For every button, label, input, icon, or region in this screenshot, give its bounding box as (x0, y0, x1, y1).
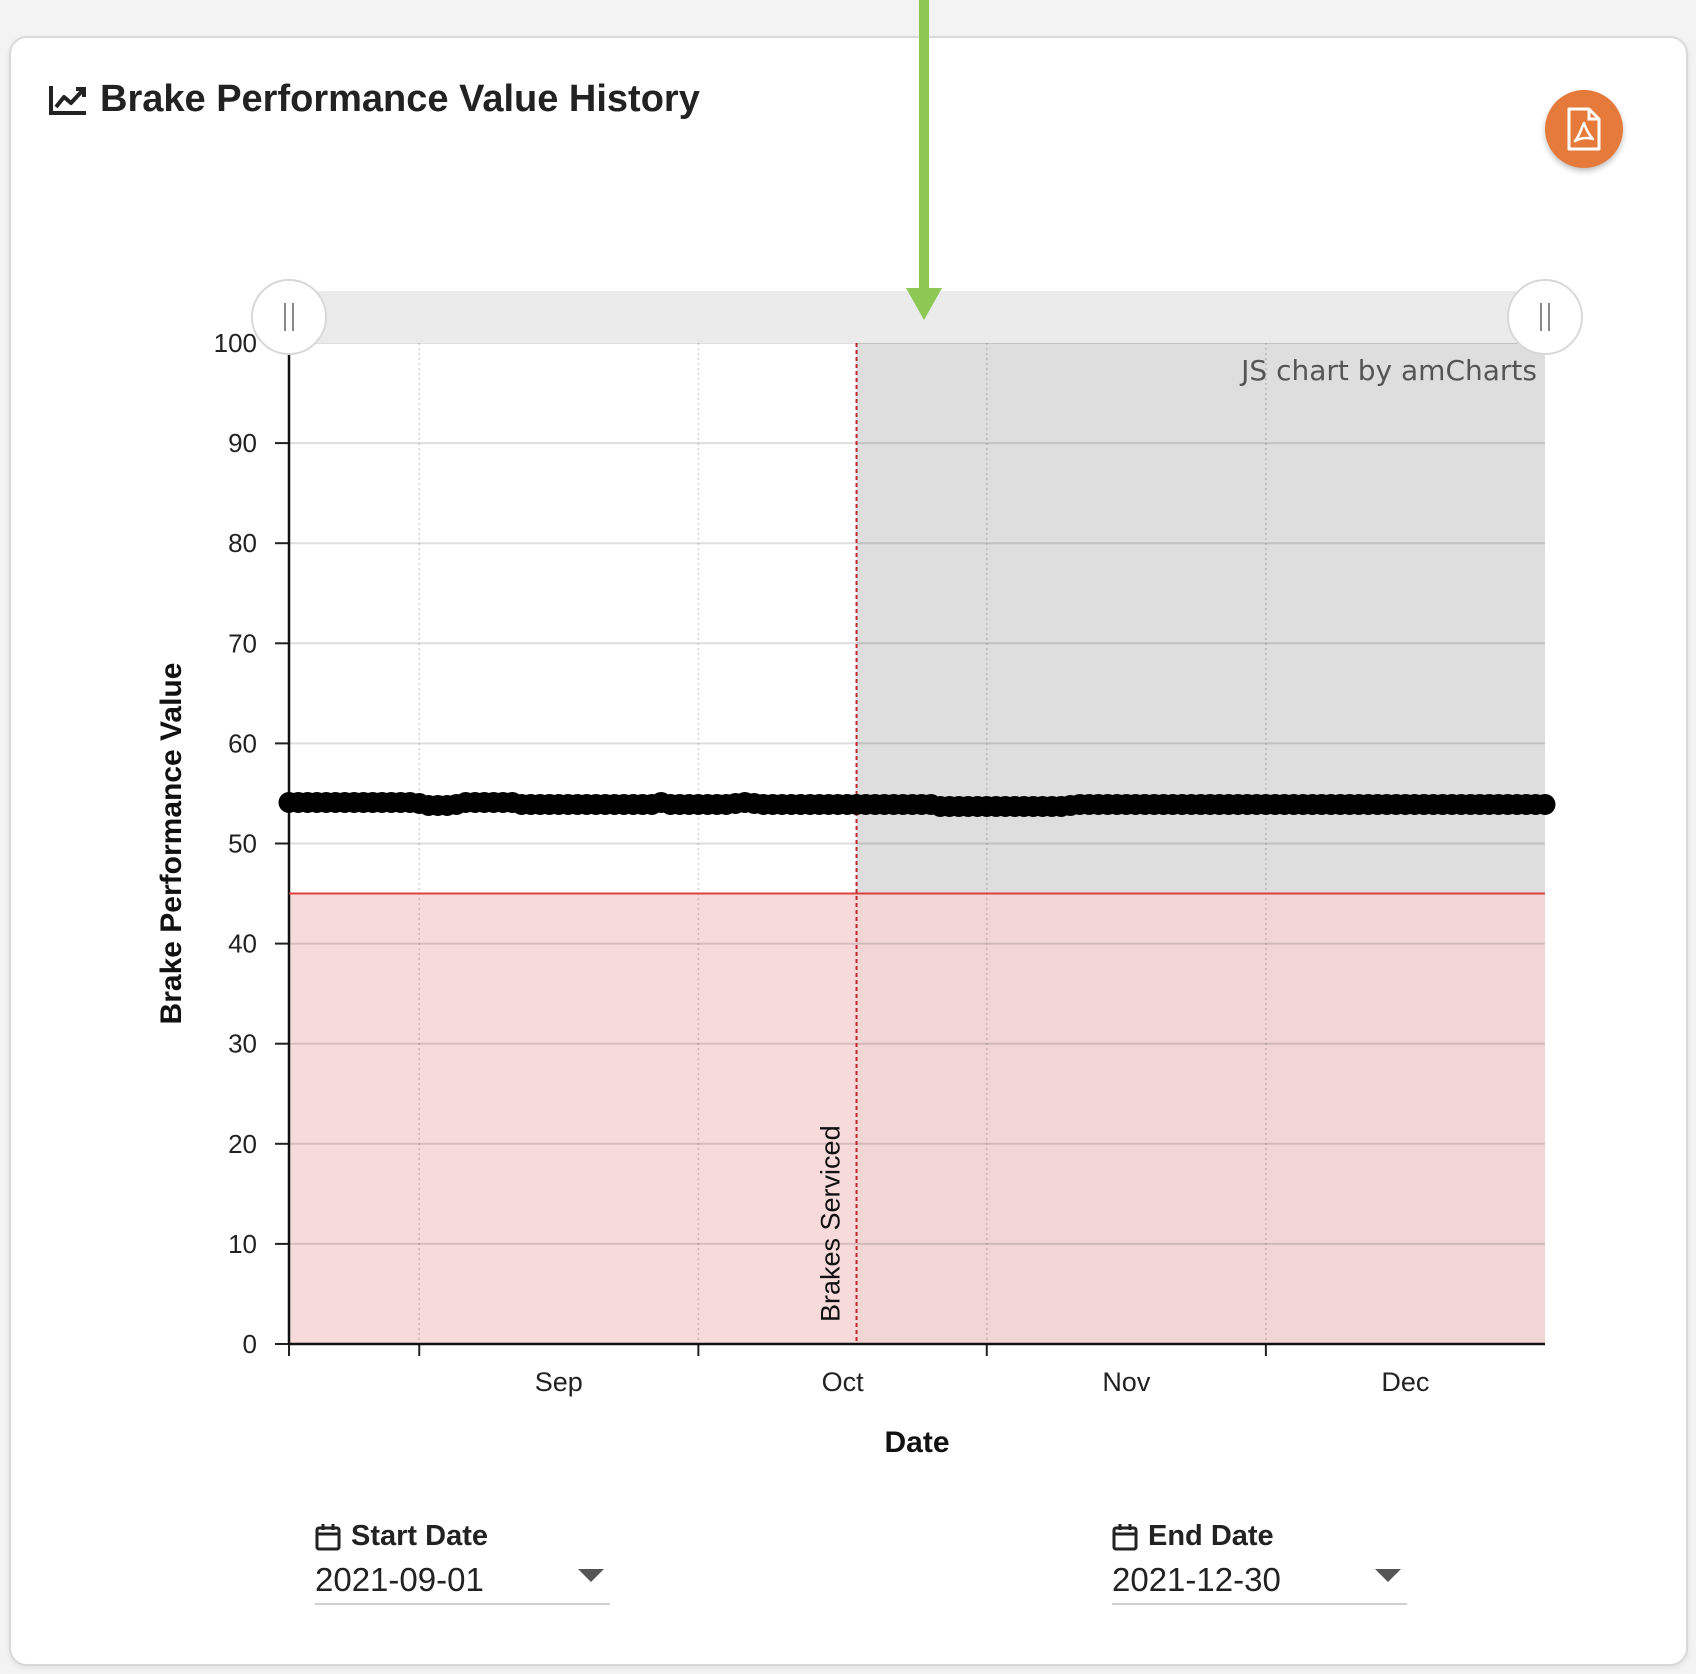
y-tick-label: 0 (243, 1329, 257, 1359)
y-tick-label: 40 (228, 929, 257, 959)
y-tick-label: 70 (228, 628, 257, 658)
y-tick-label: 90 (228, 428, 257, 458)
end-date-label: End Date (1148, 1520, 1274, 1552)
x-tick-label: Dec (1381, 1367, 1429, 1397)
start-date-value: 2021-09-01 (315, 1561, 484, 1598)
scrollbar-end-grip[interactable] (1507, 279, 1583, 355)
card-title: Brake Performance Value History (100, 78, 700, 120)
grip-handle (251, 279, 327, 355)
calendar-icon (315, 1523, 341, 1550)
calendar-icon (1112, 1523, 1138, 1550)
amcharts-credit: JS chart by amCharts (1239, 354, 1537, 387)
x-tick-label: Sep (535, 1367, 583, 1397)
y-tick-label: 100 (214, 328, 257, 358)
annotation-arrow (919, 0, 929, 292)
card-header: Brake Performance Value History (48, 78, 700, 121)
y-tick-label: 20 (228, 1129, 257, 1159)
y-axis-title: Brake Performance Value (155, 663, 188, 1025)
line-chart-icon (49, 85, 86, 115)
end-date-field[interactable]: End Date 2021-12-30 (1112, 1520, 1407, 1605)
x-tick-label: Nov (1102, 1367, 1151, 1397)
x-tick-label: Oct (822, 1367, 865, 1397)
end-date-select[interactable]: 2021-12-30 (1112, 1561, 1407, 1605)
y-tick-label: 30 (228, 1029, 257, 1059)
event-label: Brakes Serviced (816, 1125, 846, 1322)
grip-handle (1507, 279, 1583, 355)
start-date-label: Start Date (351, 1520, 488, 1552)
chevron-down-icon[interactable] (578, 1569, 604, 1582)
threshold-fill (289, 893, 1545, 1344)
data-point (1534, 793, 1556, 815)
annotation-arrow-head (906, 288, 942, 320)
pdf-file-icon (1567, 107, 1601, 151)
start-date-select[interactable]: 2021-09-01 (315, 1561, 610, 1605)
export-pdf-button[interactable] (1545, 90, 1623, 168)
scrollbar-start-grip[interactable] (251, 279, 327, 355)
y-tick-label: 80 (228, 528, 257, 558)
start-date-field[interactable]: Start Date 2021-09-01 (315, 1520, 610, 1605)
y-tick-label: 60 (228, 728, 257, 758)
chevron-down-icon[interactable] (1375, 1569, 1401, 1582)
end-date-value: 2021-12-30 (1112, 1561, 1281, 1598)
x-axis-title: Date (884, 1426, 949, 1459)
y-tick-label: 10 (228, 1229, 257, 1259)
y-tick-label: 50 (228, 829, 257, 859)
